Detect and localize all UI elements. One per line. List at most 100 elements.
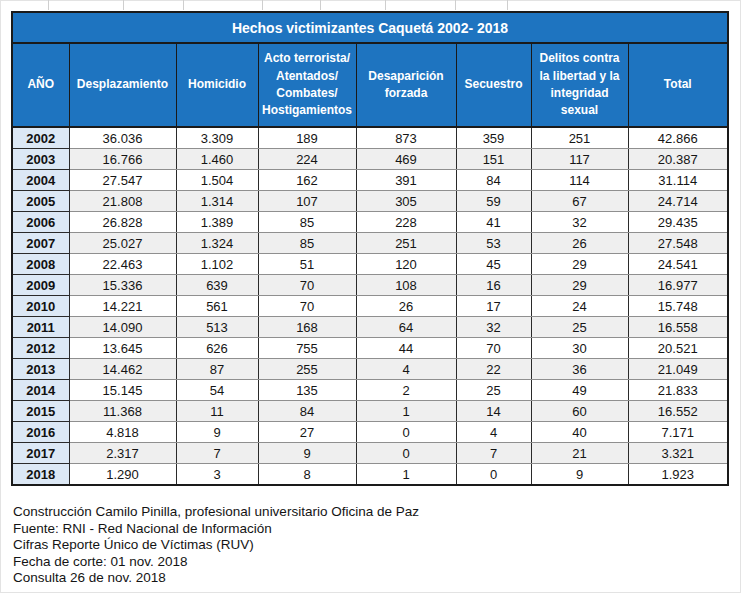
value-cell: 16.558 — [628, 317, 728, 338]
value-cell: 24 — [531, 296, 628, 317]
year-cell: 2006 — [12, 212, 69, 233]
value-cell: 108 — [356, 275, 456, 296]
value-cell: 26 — [356, 296, 456, 317]
table-row: 200725.0271.32485251532627.548 — [12, 233, 728, 254]
value-cell: 3.321 — [628, 443, 728, 464]
value-cell: 84 — [258, 401, 356, 422]
value-cell: 45 — [456, 254, 531, 275]
footnote-line: Fecha de corte: 01 nov. 2018 — [13, 554, 419, 571]
value-cell: 26 — [531, 233, 628, 254]
value-cell: 70 — [258, 296, 356, 317]
table-header-row: AÑODesplazamientoHomicidioActo terrorist… — [12, 43, 728, 127]
value-cell: 32 — [456, 317, 531, 338]
value-cell: 11 — [176, 401, 258, 422]
gridline-stub — [48, 0, 49, 10]
value-cell: 1.290 — [69, 464, 176, 486]
value-cell: 1.389 — [176, 212, 258, 233]
year-cell: 2007 — [12, 233, 69, 254]
value-cell: 1.460 — [176, 149, 258, 170]
value-cell: 16.977 — [628, 275, 728, 296]
value-cell: 21 — [531, 443, 628, 464]
value-cell: 17 — [456, 296, 531, 317]
value-cell: 1.324 — [176, 233, 258, 254]
value-cell: 189 — [258, 127, 356, 149]
value-cell: 70 — [258, 275, 356, 296]
gridline-stub — [455, 0, 456, 10]
value-cell: 255 — [258, 359, 356, 380]
value-cell: 21.049 — [628, 359, 728, 380]
value-cell: 15.336 — [69, 275, 176, 296]
value-cell: 15.748 — [628, 296, 728, 317]
value-cell: 85 — [258, 233, 356, 254]
value-cell: 9 — [531, 464, 628, 486]
table-row: 201114.09051316864322516.558 — [12, 317, 728, 338]
value-cell: 70 — [456, 338, 531, 359]
value-cell: 16 — [456, 275, 531, 296]
year-cell: 2012 — [12, 338, 69, 359]
footnote-line: Consulta 26 de nov. 2018 — [13, 570, 419, 587]
column-header-1: Desplazamiento — [69, 43, 176, 127]
table-row: 201014.2215617026172415.748 — [12, 296, 728, 317]
victims-table: Hechos victimizantes Caquetá 2002- 2018 … — [11, 11, 729, 486]
value-cell: 41 — [456, 212, 531, 233]
value-cell: 469 — [356, 149, 456, 170]
gridline-stub — [183, 0, 184, 10]
value-cell: 3 — [176, 464, 258, 486]
value-cell: 26.828 — [69, 212, 176, 233]
year-cell: 2008 — [12, 254, 69, 275]
table-row: 200427.5471.5041623918411431.114 — [12, 170, 728, 191]
year-cell: 2011 — [12, 317, 69, 338]
footnotes-block: Construcción Camilo Pinilla, profesional… — [13, 504, 419, 587]
value-cell: 391 — [356, 170, 456, 191]
value-cell: 2.317 — [69, 443, 176, 464]
value-cell: 29 — [531, 254, 628, 275]
value-cell: 13.645 — [69, 338, 176, 359]
table-row: 201415.145541352254921.833 — [12, 380, 728, 401]
value-cell: 40 — [531, 422, 628, 443]
year-cell: 2016 — [12, 422, 69, 443]
table-title-row: Hechos victimizantes Caquetá 2002- 2018 — [12, 12, 728, 43]
value-cell: 168 — [258, 317, 356, 338]
value-cell: 7 — [176, 443, 258, 464]
value-cell: 21.833 — [628, 380, 728, 401]
year-cell: 2018 — [12, 464, 69, 486]
column-header-6: Delitos contra la libertad y la integrid… — [531, 43, 628, 127]
table-row: 20181.290381091.923 — [12, 464, 728, 486]
value-cell: 228 — [356, 212, 456, 233]
value-cell: 626 — [176, 338, 258, 359]
value-cell: 117 — [531, 149, 628, 170]
value-cell: 1.102 — [176, 254, 258, 275]
value-cell: 4 — [456, 422, 531, 443]
value-cell: 7.171 — [628, 422, 728, 443]
value-cell: 7 — [456, 443, 531, 464]
value-cell: 44 — [356, 338, 456, 359]
column-header-0: AÑO — [12, 43, 69, 127]
value-cell: 14.221 — [69, 296, 176, 317]
footnote-line: Fuente: RNI - Red Nacional de Informació… — [13, 521, 419, 538]
value-cell: 42.866 — [628, 127, 728, 149]
value-cell: 14.090 — [69, 317, 176, 338]
value-cell: 36.036 — [69, 127, 176, 149]
column-header-3: Acto terrorista/ Atentados/ Combates/ Ho… — [258, 43, 356, 127]
value-cell: 305 — [356, 191, 456, 212]
table-row: 200236.0363.30918987335925142.866 — [12, 127, 728, 149]
gridline-stub — [507, 0, 508, 10]
value-cell: 162 — [258, 170, 356, 191]
gridline-stub — [262, 0, 263, 10]
table-row: 20172.3177907213.321 — [12, 443, 728, 464]
gridline-stub — [123, 0, 124, 10]
value-cell: 14 — [456, 401, 531, 422]
column-header-4: Desaparición forzada — [356, 43, 456, 127]
value-cell: 1 — [356, 401, 456, 422]
value-cell: 0 — [356, 422, 456, 443]
value-cell: 60 — [531, 401, 628, 422]
value-cell: 21.808 — [69, 191, 176, 212]
value-cell: 3.309 — [176, 127, 258, 149]
value-cell: 1.923 — [628, 464, 728, 486]
value-cell: 120 — [356, 254, 456, 275]
value-cell: 359 — [456, 127, 531, 149]
year-cell: 2017 — [12, 443, 69, 464]
value-cell: 27 — [258, 422, 356, 443]
value-cell: 24.714 — [628, 191, 728, 212]
value-cell: 107 — [258, 191, 356, 212]
